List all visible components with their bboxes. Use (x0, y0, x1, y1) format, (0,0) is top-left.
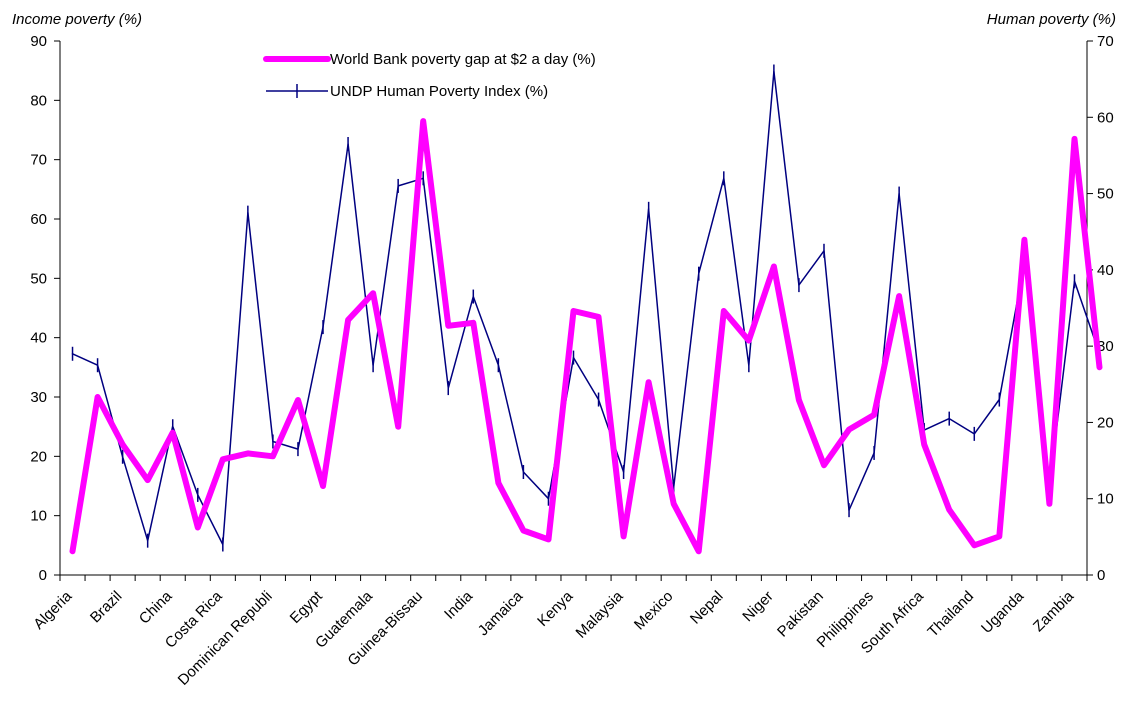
x-tick-label: Jamaica (475, 587, 527, 639)
x-tick-label: China (136, 587, 176, 627)
left-tick-label: 30 (30, 389, 47, 406)
x-tick-label: Nepal (687, 588, 727, 628)
x-tick-label: India (441, 587, 476, 622)
legend-label-world-bank: World Bank poverty gap at $2 a day (%) (330, 51, 596, 68)
x-tick-label: Uganda (978, 587, 1028, 637)
left-tick-label: 50 (30, 270, 47, 287)
left-axis-title: Income poverty (%) (12, 11, 142, 28)
right-tick-label: 60 (1097, 109, 1114, 126)
right-tick-label: 20 (1097, 414, 1114, 431)
right-tick-label: 70 (1097, 33, 1114, 50)
x-tick-label: Algeria (30, 587, 76, 633)
right-tick-label: 40 (1097, 262, 1114, 279)
left-tick-label: 40 (30, 330, 47, 347)
right-tick-label: 0 (1097, 567, 1105, 584)
left-tick-label: 90 (30, 33, 47, 50)
x-tick-label: Dominican Republi (175, 588, 276, 689)
right-tick-label: 10 (1097, 491, 1114, 508)
x-tick-label: Zambia (1030, 587, 1078, 635)
left-tick-label: 80 (30, 92, 47, 109)
left-tick-label: 20 (30, 448, 47, 465)
left-tick-label: 10 (30, 508, 47, 525)
x-tick-label: Brazil (87, 588, 126, 627)
x-tick-label: Thailand (924, 588, 977, 641)
x-tick-label: Mexico (631, 588, 677, 634)
series-line-world-bank (69, 118, 1103, 555)
right-axis-title: Human poverty (%) (987, 11, 1116, 28)
right-tick-label: 30 (1097, 338, 1114, 355)
left-tick-label: 0 (39, 567, 47, 584)
left-tick-label: 60 (30, 211, 47, 228)
right-tick-label: 50 (1097, 186, 1114, 203)
legend-label-undp: UNDP Human Poverty Index (%) (330, 83, 548, 100)
legend: World Bank poverty gap at $2 a day (%) U… (263, 51, 596, 100)
left-tick-label: 70 (30, 152, 47, 169)
x-tick-label: Kenya (534, 587, 577, 630)
x-tick-label: Niger (739, 588, 776, 625)
x-tick-label: Egypt (287, 587, 327, 627)
series-line-undp (71, 70, 1101, 546)
x-tick-label: Malaysia (573, 587, 627, 641)
